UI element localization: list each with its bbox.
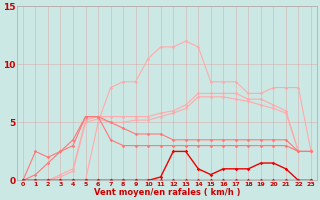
X-axis label: Vent moyen/en rafales ( km/h ): Vent moyen/en rafales ( km/h ): [94, 188, 240, 197]
